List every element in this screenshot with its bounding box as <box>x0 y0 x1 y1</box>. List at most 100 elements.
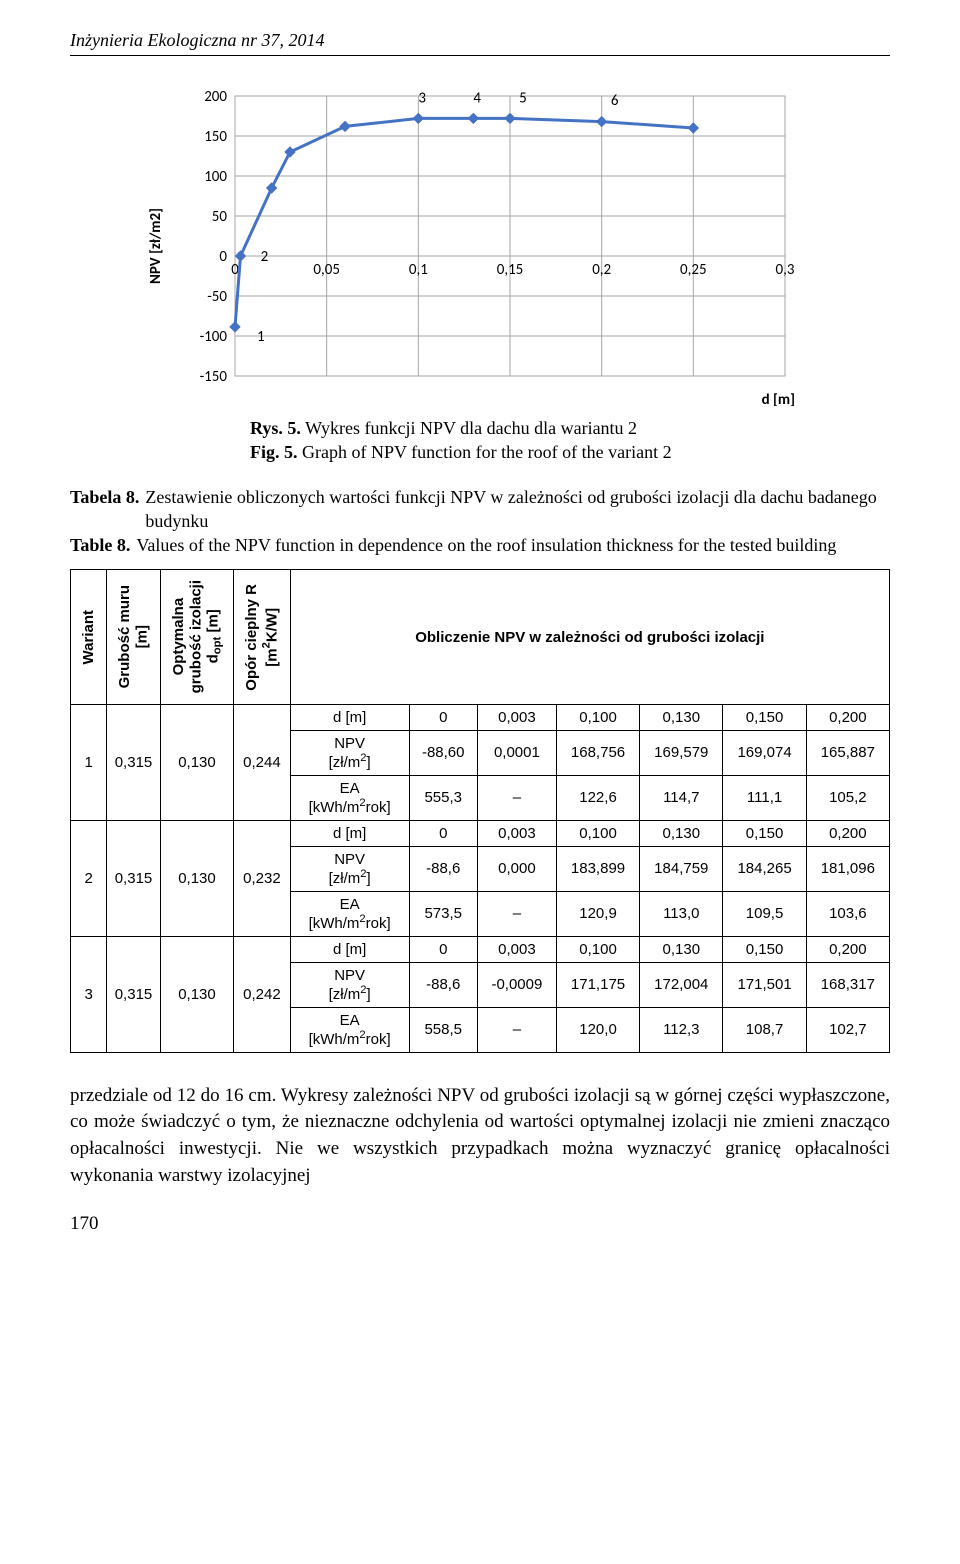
cell-grubosc: 0,315 <box>107 820 161 936</box>
svg-text:-150: -150 <box>200 368 228 386</box>
page-number: 170 <box>70 1213 890 1235</box>
table-caption: Tabela 8. Zestawienie obliczonych wartoś… <box>70 485 890 558</box>
svg-text:-50: -50 <box>207 288 227 306</box>
cell-dopt: 0,130 <box>160 936 233 1052</box>
fig-label: Fig. 5. <box>250 442 298 462</box>
rys-label: Rys. 5. <box>250 418 301 438</box>
cell-value: -88,60 <box>409 730 477 775</box>
cell-value: 558,5 <box>409 1007 477 1052</box>
cell-value: 183,899 <box>556 846 639 891</box>
cell-value: 0,100 <box>556 936 639 962</box>
npv-table: Wariant Grubość muru[m] Optymalnagrubość… <box>70 569 890 1052</box>
cell-value: 555,3 <box>409 775 477 820</box>
cell-value: 171,175 <box>556 962 639 1007</box>
running-header: Inżynieria Ekologiczna nr 37, 2014 <box>70 30 890 56</box>
cell-npv-label: NPV[zł/m2] <box>290 846 409 891</box>
cell-npv-label: NPV[zł/m2] <box>290 730 409 775</box>
cell-value: 0,130 <box>640 936 723 962</box>
cell-value: 184,759 <box>640 846 723 891</box>
cell-value: 111,1 <box>723 775 806 820</box>
svg-text:150: 150 <box>204 128 227 146</box>
cell-value: 0,000 <box>477 846 556 891</box>
svg-text:0,25: 0,25 <box>680 261 707 279</box>
svg-text:0: 0 <box>219 248 227 266</box>
cell-value: – <box>477 891 556 936</box>
cell-value: -0,0009 <box>477 962 556 1007</box>
cell-wariant: 2 <box>71 820 107 936</box>
th-wariant: Wariant <box>71 570 107 704</box>
cell-value: 108,7 <box>723 1007 806 1052</box>
cell-ea-label: EA[kWh/m2rok] <box>290 1007 409 1052</box>
svg-text:200: 200 <box>204 88 227 106</box>
cell-d-label: d [m] <box>290 820 409 846</box>
svg-text:0,2: 0,2 <box>592 261 611 279</box>
th-opor: Opór cieplny R[m2K/W] <box>234 570 291 704</box>
svg-text:0,15: 0,15 <box>497 261 524 279</box>
cell-value: 0,200 <box>806 820 889 846</box>
cell-grubosc: 0,315 <box>107 704 161 820</box>
cell-wariant: 3 <box>71 936 107 1052</box>
svg-text:5: 5 <box>519 90 527 108</box>
npv-chart: 00,050,10,150,20,250,3200150100500-50-10… <box>135 86 825 406</box>
cell-value: – <box>477 775 556 820</box>
cell-value: 0 <box>409 704 477 730</box>
cell-npv-label: NPV[zł/m2] <box>290 962 409 1007</box>
svg-text:NPV [zł/m2]: NPV [zł/m2] <box>147 208 165 284</box>
cell-value: 0,200 <box>806 936 889 962</box>
svg-text:-100: -100 <box>200 328 228 346</box>
cell-value: 168,317 <box>806 962 889 1007</box>
cell-wariant: 1 <box>71 704 107 820</box>
cell-value: 120,9 <box>556 891 639 936</box>
cell-d-label: d [m] <box>290 704 409 730</box>
svg-text:0,3: 0,3 <box>776 261 795 279</box>
svg-text:3: 3 <box>418 90 426 108</box>
svg-text:0,1: 0,1 <box>409 261 428 279</box>
cell-d-label: d [m] <box>290 936 409 962</box>
cell-value: 169,074 <box>723 730 806 775</box>
tabela-label: Tabela 8. <box>70 485 139 534</box>
fig-text: Graph of NPV function for the roof of th… <box>302 442 672 462</box>
cell-value: 172,004 <box>640 962 723 1007</box>
cell-value: 0,100 <box>556 704 639 730</box>
svg-text:0,05: 0,05 <box>313 261 340 279</box>
cell-value: 0,130 <box>640 820 723 846</box>
cell-value: 103,6 <box>806 891 889 936</box>
th-dopt: Optymalnagrubość izolacjidopt [m] <box>160 570 233 704</box>
chart-svg: 00,050,10,150,20,250,3200150100500-50-10… <box>135 86 825 406</box>
th-obliczenie: Obliczenie NPV w zależności od grubości … <box>290 570 889 704</box>
cell-value: 181,096 <box>806 846 889 891</box>
svg-text:2: 2 <box>261 248 269 266</box>
cell-value: -88,6 <box>409 962 477 1007</box>
cell-value: -88,6 <box>409 846 477 891</box>
cell-opor: 0,242 <box>234 936 291 1052</box>
cell-value: 112,3 <box>640 1007 723 1052</box>
cell-value: 0,003 <box>477 820 556 846</box>
table-label: Table 8. <box>70 533 130 557</box>
cell-grubosc: 0,315 <box>107 936 161 1052</box>
cell-value: 113,0 <box>640 891 723 936</box>
cell-dopt: 0,130 <box>160 820 233 936</box>
cell-value: 169,579 <box>640 730 723 775</box>
cell-value: 0,150 <box>723 820 806 846</box>
cell-value: 165,887 <box>806 730 889 775</box>
th-grubosc: Grubość muru[m] <box>107 570 161 704</box>
svg-text:6: 6 <box>611 92 619 110</box>
cell-value: 573,5 <box>409 891 477 936</box>
cell-value: 109,5 <box>723 891 806 936</box>
cell-value: 105,2 <box>806 775 889 820</box>
svg-text:50: 50 <box>212 208 228 226</box>
cell-ea-label: EA[kWh/m2rok] <box>290 891 409 936</box>
cell-value: 0,150 <box>723 704 806 730</box>
cell-value: 122,6 <box>556 775 639 820</box>
table-row: 10,3150,1300,244d [m]00,0030,1000,1300,1… <box>71 704 890 730</box>
table-text: Values of the NPV function in dependence… <box>136 533 836 557</box>
body-paragraph: przedziale od 12 do 16 cm. Wykresy zależ… <box>70 1083 890 1189</box>
cell-opor: 0,232 <box>234 820 291 936</box>
rys-text: Wykres funkcji NPV dla dachu dla wariant… <box>305 418 637 438</box>
svg-text:100: 100 <box>204 168 227 186</box>
cell-value: 171,501 <box>723 962 806 1007</box>
table-row: 20,3150,1300,232d [m]00,0030,1000,1300,1… <box>71 820 890 846</box>
cell-value: 0,130 <box>640 704 723 730</box>
tabela-text: Zestawienie obliczonych wartości funkcji… <box>145 485 890 534</box>
cell-ea-label: EA[kWh/m2rok] <box>290 775 409 820</box>
